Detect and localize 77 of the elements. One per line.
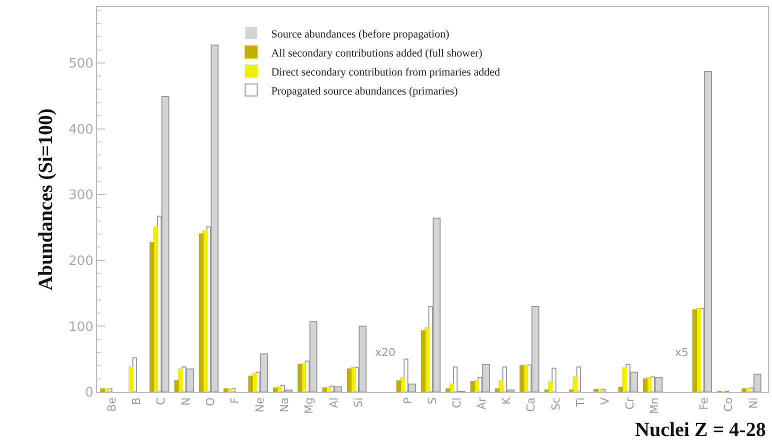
bar: [531, 306, 540, 392]
x-tick-label: Mn: [648, 397, 662, 414]
x-tick-label: Ca: [524, 397, 538, 412]
x-tick-label: P: [401, 397, 414, 404]
bar: [704, 71, 712, 392]
bar: [346, 368, 352, 392]
bar: [642, 378, 648, 392]
x-tick-label: Ti: [574, 397, 588, 408]
bar: [594, 388, 598, 392]
x-tick-label: Cr: [623, 396, 636, 410]
bar: [572, 376, 578, 392]
bar: [128, 366, 134, 392]
x-tick-label: Ni: [746, 397, 760, 409]
x-tick-label: Na: [278, 397, 292, 412]
legend-label: Source abundances (before propagation): [271, 28, 450, 40]
y-tick-label: 500: [68, 56, 94, 72]
legend-label: Propagated source abundances (primaries): [271, 85, 458, 98]
x-axis-title: Nuclei Z = 4-28: [635, 419, 766, 441]
x-tick-label: K: [500, 396, 514, 405]
bar: [174, 380, 179, 392]
bar: [248, 376, 253, 392]
bar: [100, 388, 105, 392]
bar: [622, 367, 627, 392]
x-tick-label: B: [130, 397, 144, 405]
y-axis-title: Abundances (Si=100): [35, 108, 58, 290]
x-tick-label: Co: [722, 397, 736, 412]
bar: [309, 321, 318, 392]
y-tick-label: 100: [68, 320, 94, 335]
bar: [494, 388, 500, 392]
bar: [446, 388, 450, 392]
bar: [520, 365, 524, 392]
x-tick-label: Cl: [450, 397, 464, 408]
bar: [276, 386, 282, 392]
x-tick-label: Ar: [475, 396, 488, 410]
bar: [161, 96, 170, 392]
bar: [224, 388, 228, 392]
bar: [470, 380, 475, 392]
bar: [298, 364, 302, 392]
bar: [272, 388, 278, 392]
x-tick-label: F: [228, 397, 242, 404]
bar: [420, 330, 426, 392]
bar: [358, 326, 367, 392]
bar: [108, 388, 112, 392]
bar: [210, 44, 219, 392]
y-tick-label: 400: [68, 122, 94, 138]
bar: [150, 242, 154, 392]
x-tick-label: Sc: [549, 397, 562, 410]
bar: [498, 380, 504, 392]
x-tick-label: C: [154, 397, 168, 406]
bar: [552, 368, 556, 392]
annotation: x20: [375, 346, 396, 359]
bar: [198, 234, 204, 392]
bar: [654, 377, 663, 392]
y-tick-label: 0: [85, 386, 94, 401]
x-tick-label: Be: [105, 397, 118, 412]
x-tick-label: S: [426, 397, 440, 404]
bar: [322, 388, 327, 392]
bar: [618, 386, 623, 392]
bar: [548, 380, 553, 392]
bar: [396, 380, 401, 392]
legend-label: Direct secondary contribution from primaries added: [271, 66, 500, 78]
bar: [432, 218, 441, 392]
y-tick-label: 300: [68, 188, 94, 204]
x-tick-label: Ne: [253, 397, 266, 412]
y-tick-label: 200: [68, 254, 94, 269]
x-tick-label: Fe: [697, 397, 710, 410]
x-tick-label: Mg: [302, 397, 316, 414]
legend-label: All secondary contributions added (full shower): [271, 47, 483, 60]
x-tick-label: N: [179, 397, 192, 406]
bar: [753, 374, 762, 392]
x-tick-label: Al: [327, 397, 340, 408]
bar: [692, 309, 697, 392]
annotation: x5: [675, 346, 689, 359]
x-tick-label: V: [598, 396, 612, 405]
x-tick-label: Si: [352, 397, 366, 408]
x-tick-label: O: [204, 397, 218, 406]
bar: [742, 388, 746, 392]
